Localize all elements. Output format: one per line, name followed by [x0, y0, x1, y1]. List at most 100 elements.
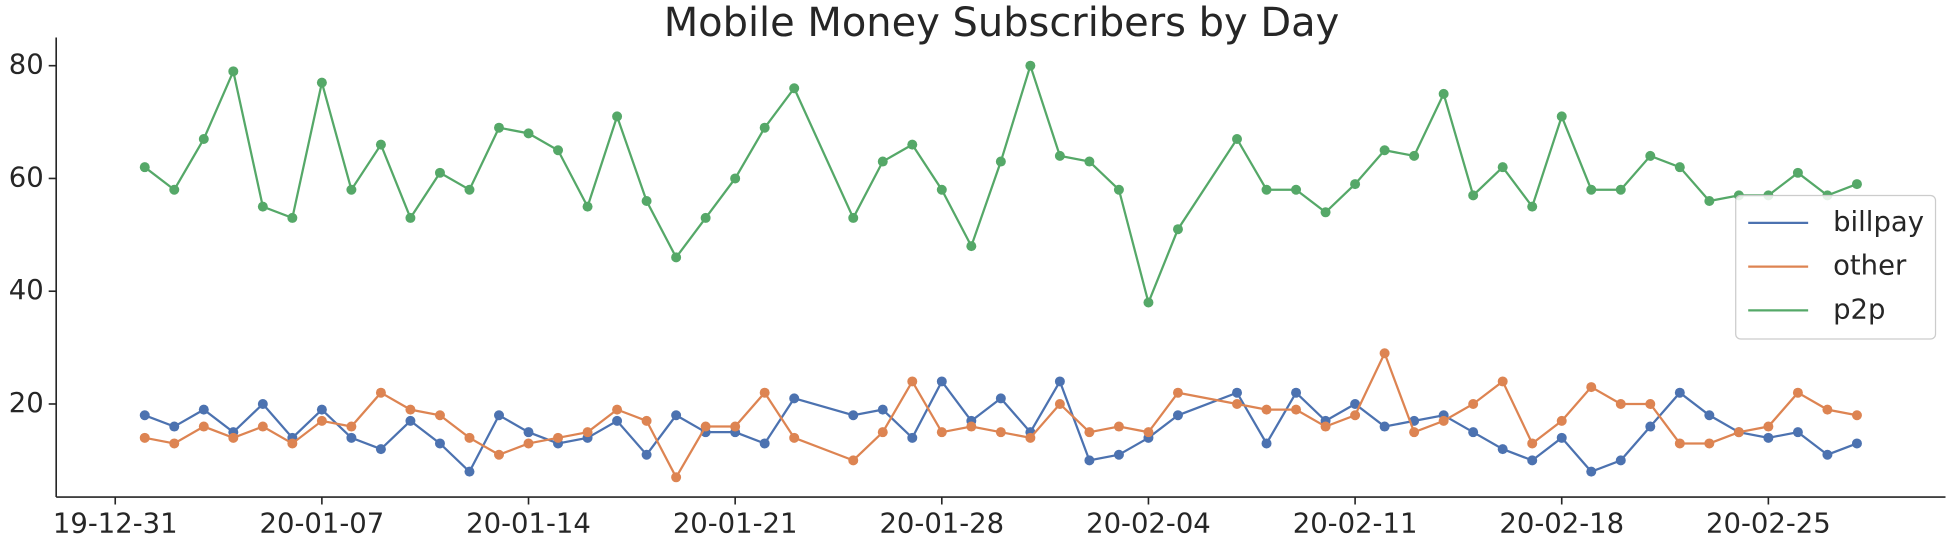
data-point	[759, 122, 770, 133]
data-point	[1025, 60, 1036, 71]
data-point	[1261, 184, 1272, 195]
data-point	[375, 139, 386, 150]
data-point	[1113, 184, 1124, 195]
data-point	[1586, 382, 1597, 393]
data-point	[759, 438, 770, 449]
data-point	[1438, 88, 1449, 99]
x-tick-label: 20-02-11	[1293, 508, 1418, 539]
data-point	[1733, 427, 1744, 438]
data-point	[434, 438, 445, 449]
data-point	[700, 212, 711, 223]
x-tick-label: 20-01-21	[673, 508, 798, 539]
data-point	[494, 122, 504, 133]
data-point	[641, 196, 652, 207]
y-tick-label: 60	[9, 162, 44, 193]
data-point	[700, 421, 711, 432]
x-tick-label: 20-01-28	[879, 508, 1004, 539]
data-point	[1379, 421, 1390, 432]
data-point	[730, 421, 741, 432]
data-point	[198, 133, 209, 144]
data-point	[1143, 297, 1154, 308]
data-point	[1497, 162, 1508, 173]
data-point	[1674, 438, 1685, 449]
data-point	[1527, 438, 1538, 449]
data-point	[316, 404, 327, 415]
data-point	[464, 466, 475, 477]
data-point	[405, 212, 416, 223]
data-point	[1409, 150, 1420, 161]
data-point	[1851, 438, 1862, 449]
data-point	[257, 201, 268, 212]
data-point	[582, 427, 593, 438]
data-point	[1468, 398, 1479, 409]
data-point	[405, 404, 416, 415]
data-point	[936, 427, 947, 438]
data-point	[1232, 387, 1243, 398]
data-point	[169, 438, 180, 449]
data-point	[1054, 398, 1065, 409]
x-tick-label: 20-01-14	[466, 508, 591, 539]
data-point	[316, 77, 327, 88]
data-point	[1409, 427, 1420, 438]
data-point	[612, 415, 623, 426]
data-point	[1527, 455, 1538, 466]
data-point	[257, 421, 268, 432]
y-tick-label: 80	[9, 50, 44, 81]
data-point	[1674, 162, 1685, 173]
data-point	[995, 427, 1006, 438]
data-point	[877, 427, 888, 438]
data-point	[671, 472, 682, 483]
data-point	[730, 173, 741, 184]
data-point	[1822, 449, 1833, 460]
data-point	[375, 444, 386, 455]
data-point	[1586, 466, 1597, 477]
data-point	[641, 415, 652, 426]
data-point	[1704, 438, 1715, 449]
y-tick-label: 40	[9, 275, 44, 306]
data-point	[789, 83, 800, 94]
data-point	[966, 421, 977, 432]
x-tick-label: 20-02-18	[1499, 508, 1624, 539]
data-point	[789, 432, 800, 443]
data-point	[139, 162, 150, 173]
data-point	[1084, 427, 1095, 438]
x-tick-label: 19-12-31	[53, 508, 178, 539]
data-point	[848, 455, 859, 466]
data-point	[1851, 179, 1862, 190]
data-point	[1113, 421, 1124, 432]
data-point	[1763, 432, 1774, 443]
data-point	[1556, 415, 1567, 426]
data-point	[671, 410, 682, 421]
data-point	[346, 184, 357, 195]
data-point	[228, 66, 239, 77]
data-point	[198, 421, 209, 432]
series-line	[144, 61, 1858, 307]
data-point	[1645, 398, 1656, 409]
data-point	[1497, 444, 1508, 455]
data-point	[1468, 190, 1479, 201]
legend-label: other	[1833, 251, 1907, 282]
data-point	[936, 184, 947, 195]
data-point	[877, 404, 888, 415]
data-point	[405, 415, 416, 426]
data-point	[1320, 421, 1331, 432]
data-point	[1615, 184, 1626, 195]
x-tick-label: 20-02-25	[1706, 508, 1831, 539]
data-point	[1291, 184, 1302, 195]
data-point	[169, 184, 180, 195]
data-point	[907, 432, 918, 443]
data-point	[1792, 387, 1803, 398]
data-point	[995, 156, 1006, 167]
chart-title: Mobile Money Subscribers by Day	[664, 0, 1340, 46]
data-point	[936, 376, 947, 387]
data-point	[907, 376, 918, 387]
data-point	[464, 432, 475, 443]
data-point	[759, 387, 770, 398]
data-point	[1379, 145, 1390, 156]
data-point	[375, 387, 386, 398]
legend-box	[1735, 194, 1937, 340]
data-point	[494, 410, 504, 421]
data-point	[346, 432, 357, 443]
data-point	[1438, 415, 1449, 426]
